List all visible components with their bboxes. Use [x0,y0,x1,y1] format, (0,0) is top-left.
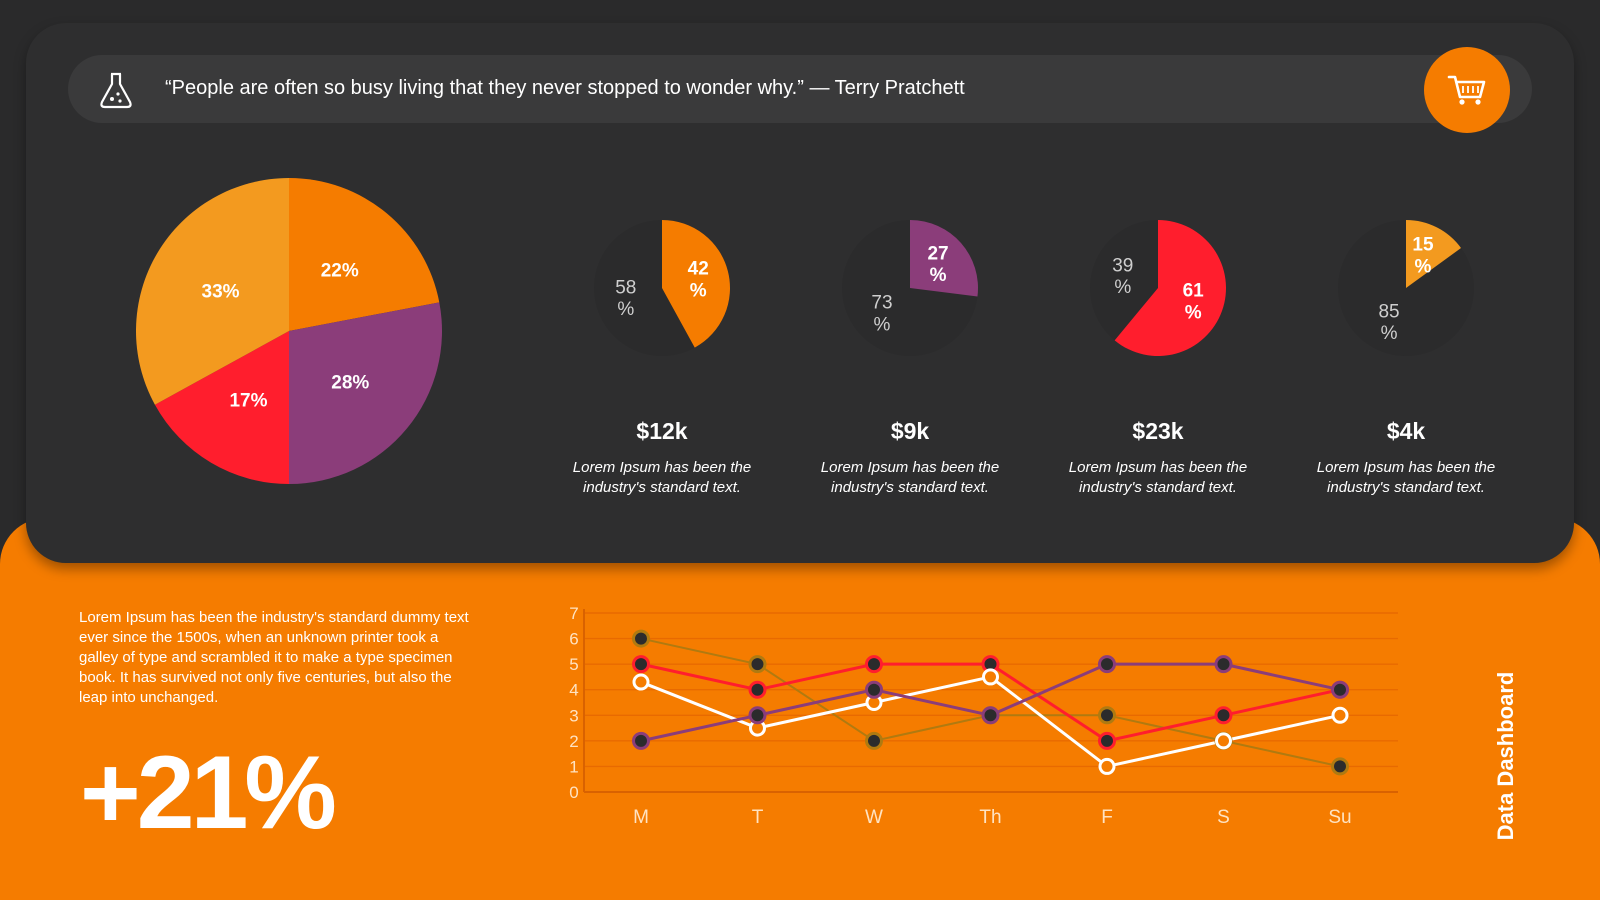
kpi-description: Lorem Ipsum has been the industry's stan… [820,459,1000,496]
x-tick-label: Su [1328,807,1351,828]
mini-pie-slice [910,220,978,297]
series-point [1214,655,1233,674]
y-tick-label: 7 [569,605,578,623]
y-tick-label: 5 [569,655,578,674]
series-point [632,655,650,674]
series-point [982,668,999,686]
x-tick-label: M [633,807,649,828]
kpi-description: Lorem Ipsum has been the industry's stan… [1316,459,1496,496]
mini-pie-chart-3: 61 % 39% [1090,220,1226,356]
mini-pie-slice [1406,220,1462,288]
series-point [632,731,650,750]
kpi-amount: $23k [1132,418,1184,444]
series-point [981,706,1000,725]
series-point [748,706,767,725]
kpi-description: Lorem Ipsum has been the industry's stan… [1068,459,1248,496]
kpi-amount: $4k [1386,418,1426,444]
x-tick-label: S [1217,807,1230,828]
series-point [1098,731,1116,750]
dashboard-title: Data Dashboard [1493,671,1518,841]
growth-percent: +21% [80,735,337,851]
mini-pie-chart-4: 15 % 85% [1338,220,1474,356]
bottom-panel [0,518,1600,900]
series-point [865,655,883,674]
summary-paragraph: Lorem Ipsum has been the industry's stan… [79,609,469,706]
x-tick-label: F [1101,807,1113,828]
series-point [865,731,883,750]
mini-pie-highlight-label: 61% [1183,281,1205,324]
pie-slice [289,178,440,331]
kpi-description: Lorem Ipsum has been the industry's stan… [572,459,752,496]
weekly-line-chart: 0 1 2 3 4 5 6 7 M T W Th F S Su [569,605,1398,828]
y-tick-label: 3 [569,706,578,725]
series-point [1098,757,1116,775]
pie-slice-label: 22% [321,261,359,282]
mini-pie-rest-label: 73% [871,293,892,336]
series-point [632,629,650,648]
pie-slice [136,178,289,405]
pie-slice [154,331,289,484]
flask-icon [100,72,132,109]
series-point [748,680,767,699]
kpi-amount: $9k [890,418,930,444]
pie-slice-label: 33% [202,282,240,303]
series-point [1214,706,1233,725]
quote-text: “People are often so busy living that th… [165,77,965,99]
quote-bar [68,55,1532,123]
mini-pie-rest-label: 58% [615,277,636,320]
series-point [865,680,883,699]
pie-slice-label: 17% [229,390,267,411]
x-tick-label: Th [979,807,1001,828]
y-tick-label: 0 [569,783,578,802]
y-tick-label: 2 [569,732,578,751]
mini-pie-highlight-label: 42% [688,259,709,302]
x-tick-label: W [865,807,883,828]
series-point [1098,655,1116,674]
series-point [1331,706,1349,724]
mini-pie-highlight-label: 15% [1412,235,1434,278]
cart-button[interactable] [1424,47,1510,133]
mini-pie-slice [662,220,730,348]
main-pie-chart: 22% 28% 17% 33% [136,178,442,485]
mini-pie-chart-1: 42 % 58% [594,220,730,356]
kpi-amount: $12k [636,418,688,444]
series-point [632,673,650,691]
series-point [1331,680,1349,699]
series-point [1215,732,1232,750]
pie-slice [289,302,442,485]
mini-pie-chart-2: 27 % 73% [842,220,978,356]
shopping-cart-icon [1447,75,1486,105]
mini-pie-highlight-label: 27% [927,243,948,286]
mini-pie-slice [1114,220,1226,356]
y-tick-label: 1 [569,757,578,776]
x-tick-label: T [752,807,764,828]
y-tick-label: 4 [569,681,578,700]
pie-slice-label: 28% [331,373,369,394]
mini-pie-rest-label: 85% [1378,301,1399,344]
series-point [1098,706,1116,725]
series-point [1331,757,1349,776]
series-point [748,655,767,674]
y-tick-label: 6 [569,630,578,649]
mini-pie-rest-label: 39% [1112,255,1133,298]
